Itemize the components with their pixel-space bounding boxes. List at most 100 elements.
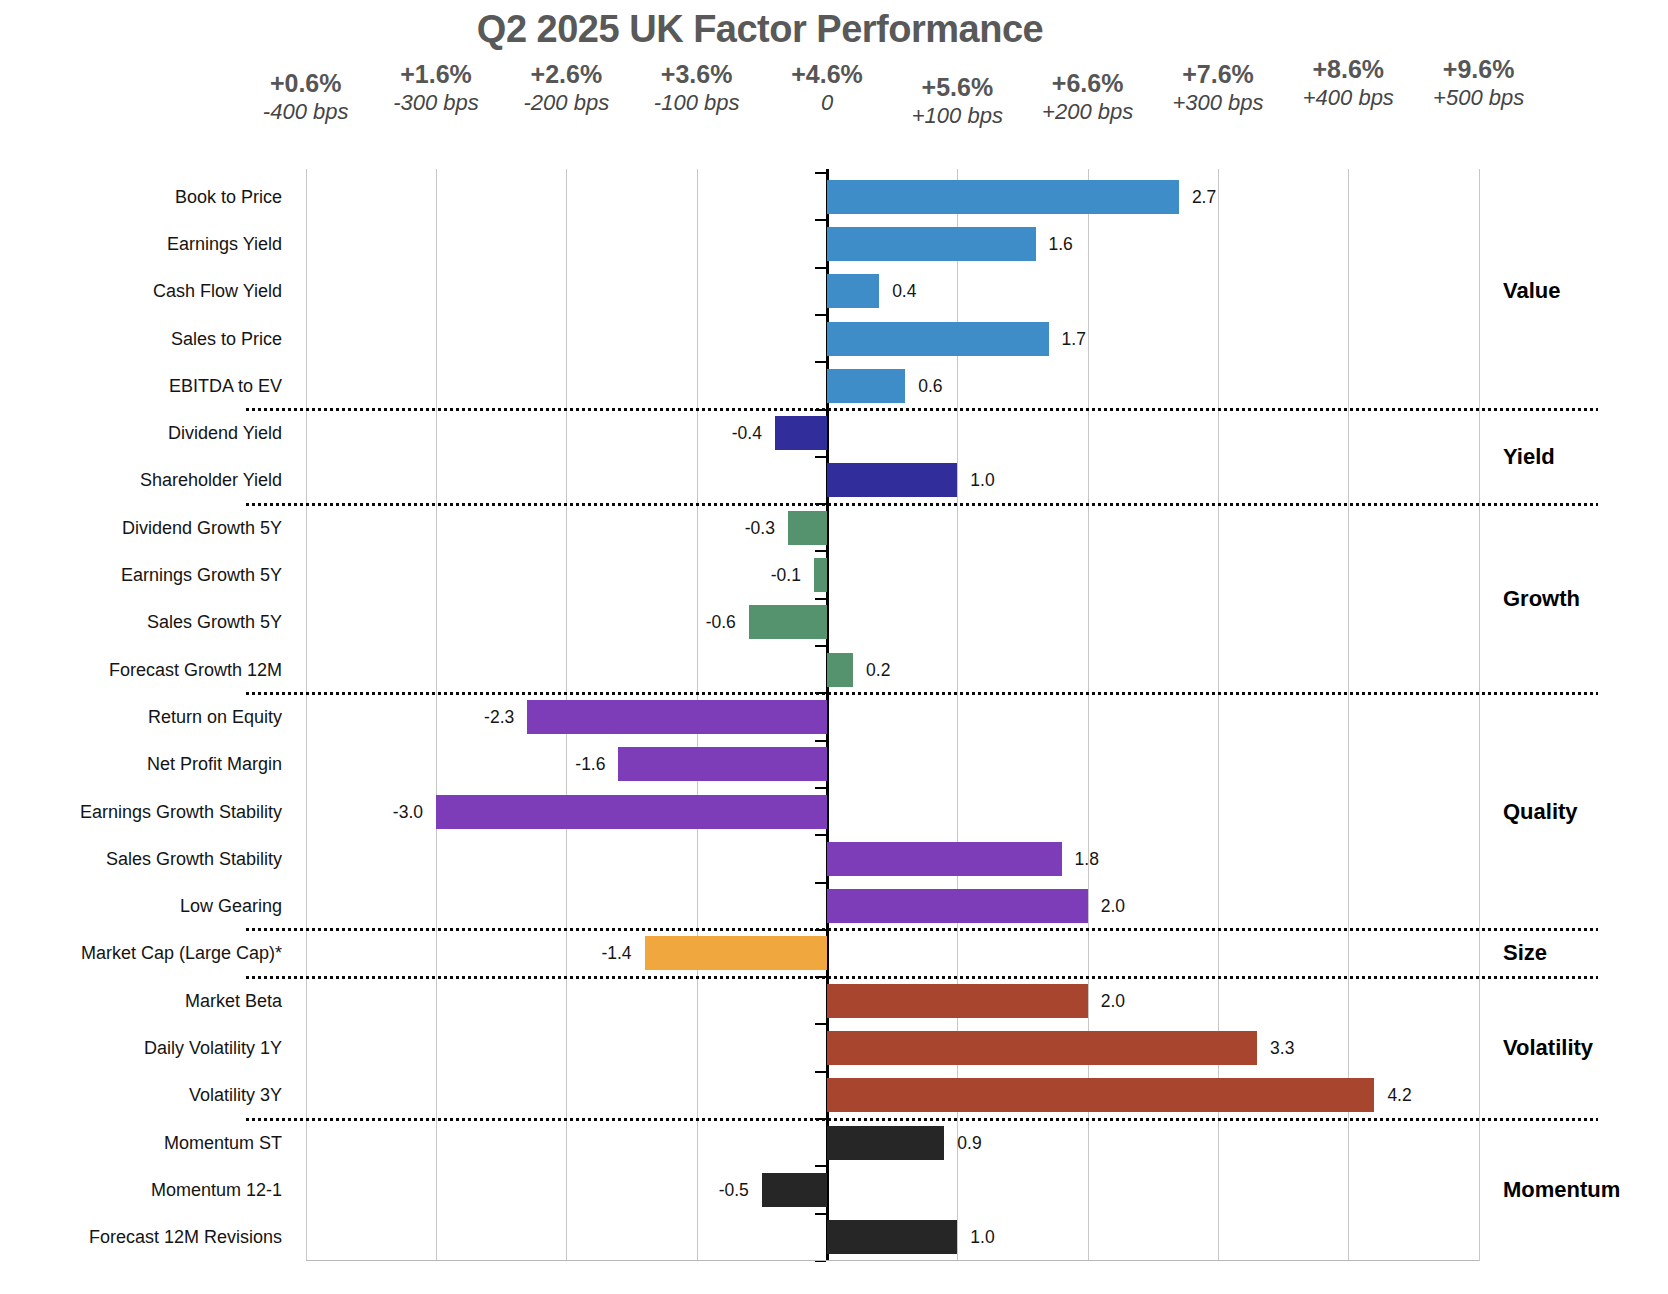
- row-label: Daily Volatility 1Y: [0, 1037, 282, 1059]
- value-label: 3.3: [1270, 1037, 1294, 1059]
- axis-row-tick: [815, 361, 826, 363]
- row-label: Cash Flow Yield: [0, 280, 282, 302]
- row-label: Sales Growth Stability: [0, 848, 282, 870]
- value-label: 1.7: [1062, 328, 1086, 350]
- value-label: 1.0: [970, 1226, 994, 1248]
- bar-return-on-equity: [527, 700, 827, 734]
- bar-book-to-price: [827, 180, 1179, 214]
- value-label: -1.4: [572, 942, 632, 964]
- chart-title: Q2 2025 UK Factor Performance: [0, 8, 1520, 51]
- bar-sales-to-price: [827, 322, 1049, 356]
- axis-row-tick: [815, 1213, 826, 1215]
- row-label: Return on Equity: [0, 706, 282, 728]
- row-label: Shareholder Yield: [0, 469, 282, 491]
- section-separator: [246, 928, 1598, 931]
- plot-bottom-border: [306, 1260, 1479, 1261]
- axis-row-tick: [815, 740, 826, 742]
- bar-sales-growth-5y: [749, 605, 827, 639]
- value-label: -0.5: [689, 1179, 749, 1201]
- bar-earnings-growth-stability: [436, 795, 827, 829]
- bar-earnings-yield: [827, 227, 1036, 261]
- bar-daily-volatility-1y: [827, 1031, 1257, 1065]
- axis-row-tick: [815, 456, 826, 458]
- axis-row-tick: [815, 550, 826, 552]
- value-label: 2.0: [1101, 895, 1125, 917]
- x-gridline: [1479, 169, 1480, 1261]
- bar-volatility-3y: [827, 1078, 1374, 1112]
- axis-row-tick: [815, 219, 826, 221]
- value-label: -1.6: [545, 753, 605, 775]
- section-label-quality: Quality: [1503, 800, 1578, 824]
- bar-earnings-growth-5y: [814, 558, 827, 592]
- axis-row-tick: [815, 598, 826, 600]
- value-label: 1.0: [970, 469, 994, 491]
- section-label-volatility: Volatility: [1503, 1036, 1593, 1060]
- bar-net-profit-margin: [618, 747, 827, 781]
- row-label: Volatility 3Y: [0, 1084, 282, 1106]
- value-label: 0.6: [918, 375, 942, 397]
- axis-row-tick: [815, 787, 826, 789]
- value-label: -0.1: [741, 564, 801, 586]
- value-label: 2.7: [1192, 186, 1216, 208]
- axis-tick-bps: +500 bps: [1394, 84, 1564, 111]
- value-label: -3.0: [363, 801, 423, 823]
- value-label: 0.9: [957, 1132, 981, 1154]
- section-label-size: Size: [1503, 941, 1547, 965]
- bar-sales-growth-stability: [827, 842, 1062, 876]
- section-separator: [246, 976, 1598, 979]
- value-label: 0.4: [892, 280, 916, 302]
- axis-row-tick: [815, 267, 826, 269]
- value-label: 1.8: [1075, 848, 1099, 870]
- bar-forecast-12m-revisions: [827, 1220, 957, 1254]
- row-label: Momentum ST: [0, 1132, 282, 1154]
- value-label: -0.4: [702, 422, 762, 444]
- bar-dividend-yield: [775, 416, 827, 450]
- bar-momentum-12-1: [762, 1173, 827, 1207]
- bar-forecast-growth-12m: [827, 653, 853, 687]
- axis-tick-label: +9.6%+500 bps: [1394, 55, 1564, 111]
- axis-row-tick: [815, 1023, 826, 1025]
- factor-performance-chart: Q2 2025 UK Factor Performance +0.6%-400 …: [0, 0, 1668, 1294]
- section-label-value: Value: [1503, 279, 1560, 303]
- axis-tick-percent: +9.6%: [1394, 55, 1564, 84]
- row-label: Dividend Yield: [0, 422, 282, 444]
- bar-market-beta: [827, 984, 1088, 1018]
- row-label: Sales to Price: [0, 328, 282, 350]
- axis-row-tick: [815, 1165, 826, 1167]
- bar-dividend-growth-5y: [788, 511, 827, 545]
- value-label: 1.6: [1049, 233, 1073, 255]
- value-label: -0.3: [715, 517, 775, 539]
- value-label: 0.2: [866, 659, 890, 681]
- row-label: Sales Growth 5Y: [0, 611, 282, 633]
- bar-ebitda-to-ev: [827, 369, 905, 403]
- row-label: Low Gearing: [0, 895, 282, 917]
- section-separator: [246, 408, 1598, 411]
- row-label: Earnings Growth 5Y: [0, 564, 282, 586]
- row-label: EBITDA to EV: [0, 375, 282, 397]
- x-gridline: [436, 169, 437, 1261]
- value-label: 2.0: [1101, 990, 1125, 1012]
- section-separator: [246, 503, 1598, 506]
- value-label: -2.3: [454, 706, 514, 728]
- section-label-momentum: Momentum: [1503, 1178, 1620, 1202]
- row-label: Earnings Growth Stability: [0, 801, 282, 823]
- axis-row-tick: [815, 314, 826, 316]
- bar-cash-flow-yield: [827, 274, 879, 308]
- bar-market-cap-large-cap-: [645, 936, 827, 970]
- bar-momentum-st: [827, 1126, 944, 1160]
- axis-row-tick: [815, 645, 826, 647]
- row-label: Dividend Growth 5Y: [0, 517, 282, 539]
- row-label: Net Profit Margin: [0, 753, 282, 775]
- row-label: Earnings Yield: [0, 233, 282, 255]
- row-label: Forecast Growth 12M: [0, 659, 282, 681]
- row-label: Book to Price: [0, 186, 282, 208]
- axis-row-tick: [815, 172, 826, 174]
- bar-low-gearing: [827, 889, 1088, 923]
- row-label: Market Cap (Large Cap)*: [0, 942, 282, 964]
- axis-row-tick: [815, 1071, 826, 1073]
- axis-row-tick: [815, 834, 826, 836]
- section-separator: [246, 692, 1598, 695]
- x-gridline: [306, 169, 307, 1261]
- section-label-growth: Growth: [1503, 587, 1580, 611]
- row-label: Forecast 12M Revisions: [0, 1226, 282, 1248]
